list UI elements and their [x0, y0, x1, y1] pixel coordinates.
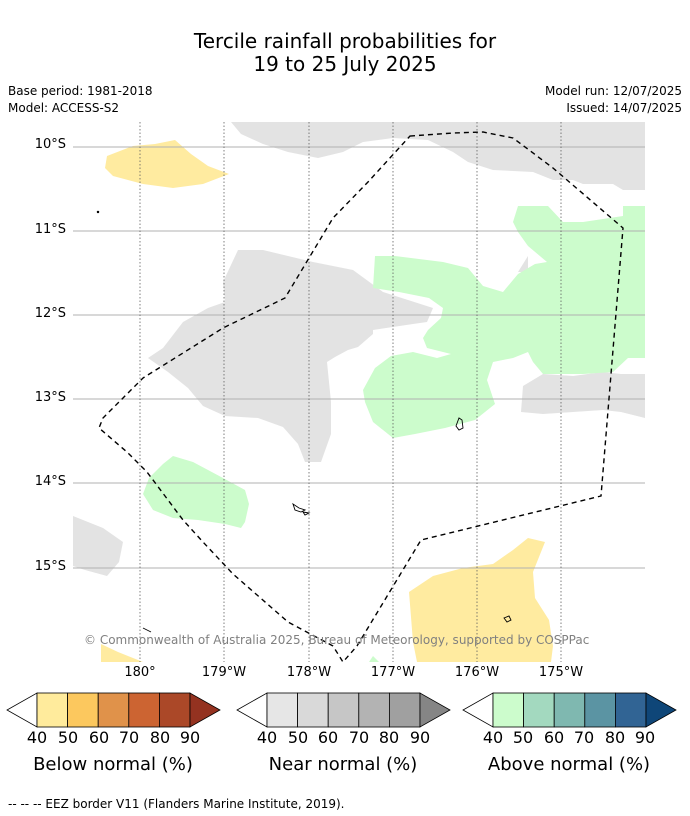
near-normal-title: Near normal (%) [268, 754, 418, 775]
above-cbar-segment [523, 692, 555, 728]
near-cbar-max-arrow [419, 692, 451, 728]
below-normal-title: Below normal (%) [33, 754, 193, 775]
lon-label-176w: 176°W [454, 665, 500, 680]
colorbars [6, 692, 677, 728]
below-tick-80: 80 [149, 728, 171, 747]
above-cbar-segment [492, 692, 525, 728]
above-tick-90: 90 [634, 728, 656, 747]
near-tick-60: 60 [317, 728, 339, 747]
lat-label-15s: 15°S [34, 559, 66, 574]
near-tick-50: 50 [287, 728, 309, 747]
latitude-gridlines [73, 146, 645, 569]
near-tick-80: 80 [378, 728, 400, 747]
model-name: Model: ACCESS-S2 [8, 101, 120, 115]
lon-label-177w: 177°W [370, 665, 416, 680]
eez-footnote: -- -- -- EEZ border V11 (Flanders Marine… [8, 797, 345, 811]
issued-date: Issued: 14/07/2025 [566, 101, 682, 115]
lat-label-13s: 13°S [34, 390, 66, 405]
map-panel [73, 122, 645, 662]
near-tick-70: 70 [348, 728, 370, 747]
below-tick-50: 50 [57, 728, 79, 747]
below-normal-regions [101, 140, 553, 662]
above-cbar-min-arrow [462, 692, 494, 728]
below-cbar-segment [67, 692, 99, 728]
near-tick-90: 90 [409, 728, 431, 747]
near-tick-40: 40 [256, 728, 278, 747]
meta-right: Model run: 12/07/2025 Issued: 14/07/2025 [545, 83, 682, 117]
below-cbar-segment [97, 692, 130, 728]
near-cbar-segment [297, 692, 329, 728]
above-tick-50: 50 [512, 728, 534, 747]
title-line-2: 19 to 25 July 2025 [253, 52, 437, 76]
above-cbar-segment [553, 692, 586, 728]
above-cbar-max-arrow [645, 692, 677, 728]
near-normal-regions [73, 122, 645, 576]
model-run: Model run: 12/07/2025 [544, 84, 682, 98]
chart-title: Tercile rainfall probabilities for 19 to… [0, 30, 690, 76]
below-cbar-segment [128, 692, 160, 728]
above-tick-60: 60 [543, 728, 565, 747]
colorbar-below [6, 692, 221, 728]
above-normal-title: Above normal (%) [487, 754, 651, 775]
base-period: Base period: 1981-2018 [8, 84, 153, 98]
below-tick-90: 90 [179, 728, 201, 747]
below-cbar-segment [158, 692, 191, 728]
below-cbar-min-arrow [6, 692, 38, 728]
above-tick-70: 70 [573, 728, 595, 747]
below-tick-40: 40 [26, 728, 48, 747]
above-cbar-segment [615, 692, 647, 728]
eez-border [98, 131, 624, 662]
lon-label-180: 180° [124, 665, 156, 680]
below-tick-70: 70 [118, 728, 140, 747]
lon-label-178w: 178°W [286, 665, 332, 680]
above-tick-40: 40 [482, 728, 504, 747]
near-cbar-min-arrow [236, 692, 268, 728]
lat-label-10s: 10°S [34, 137, 66, 152]
near-cbar-segment [327, 692, 360, 728]
island-outlines [96, 210, 512, 633]
near-cbar-segment [266, 692, 299, 728]
near-cbar-segment [358, 692, 390, 728]
colorbar-near [236, 692, 451, 728]
title-line-1: Tercile rainfall probabilities for [193, 29, 497, 53]
above-cbar-segment [584, 692, 616, 728]
below-cbar-max-arrow [189, 692, 221, 728]
near-cbar-segment [388, 692, 421, 728]
lat-label-11s: 11°S [34, 222, 66, 237]
above-normal-regions [143, 206, 645, 662]
meta-left: Base period: 1981-2018 Model: ACCESS-S2 [8, 83, 153, 117]
lon-label-179w: 179°W [201, 665, 247, 680]
below-tick-60: 60 [88, 728, 110, 747]
above-tick-80: 80 [604, 728, 626, 747]
lat-label-14s: 14°S [34, 474, 66, 489]
longitude-gridlines [139, 122, 562, 662]
lon-label-175w: 175°W [538, 665, 584, 680]
below-cbar-segment [36, 692, 69, 728]
lat-label-12s: 12°S [34, 306, 66, 321]
colorbar-above [462, 692, 677, 728]
copyright-notice: © Commonwealth of Australia 2025, Bureau… [84, 633, 590, 647]
